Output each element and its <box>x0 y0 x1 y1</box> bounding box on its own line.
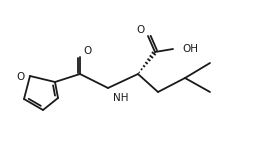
Text: O: O <box>17 72 25 82</box>
Text: O: O <box>137 25 145 35</box>
Text: OH: OH <box>182 44 198 54</box>
Text: O: O <box>83 46 91 56</box>
Text: NH: NH <box>113 93 129 103</box>
